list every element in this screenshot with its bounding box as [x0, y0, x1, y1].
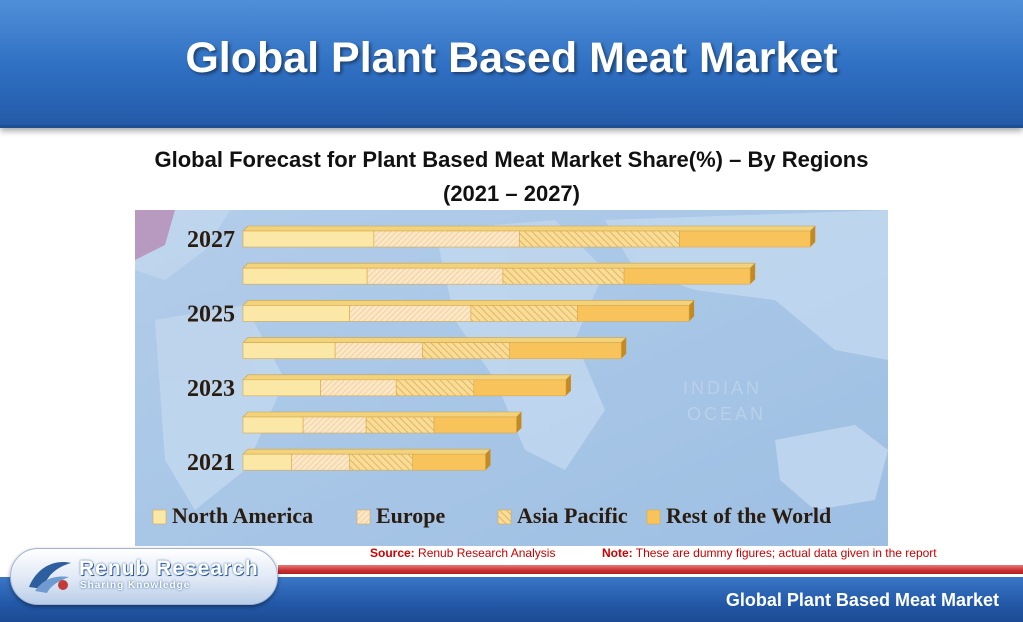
chart-title: Global Forecast for Plant Based Meat Mar…	[154, 147, 869, 172]
bar-north-america-2023	[242, 379, 321, 397]
bar-side-face	[565, 374, 571, 396]
bar-europe-2021	[291, 453, 350, 471]
legend: North America Europe Asia Pacific Rest of t…	[152, 503, 831, 528]
bar-top-face	[242, 374, 572, 381]
legend-swatch-asia-pacific	[497, 509, 512, 525]
bar-asia-pacific-2026	[502, 267, 625, 285]
bar-top-face	[242, 448, 492, 455]
legend-label-europe: Europe	[376, 503, 446, 528]
stacked-bar-chart: INDIAN OCEAN 2027 2025 2023 2021 North Amer…	[135, 210, 888, 546]
logo-name: Renub Research	[79, 557, 259, 580]
legend-swatch-north-america	[152, 509, 167, 525]
bar-top-face	[242, 411, 523, 418]
bar-top-face	[242, 300, 695, 306]
bar-rest-of-world-2024	[509, 342, 622, 359]
source-value: Renub Research Analysis	[418, 546, 556, 560]
map-label-indian: INDIAN	[683, 378, 762, 398]
legend-label-asia-pacific: Asia Pacific	[517, 503, 628, 528]
bar-top-face	[242, 262, 756, 269]
y-tick-label-2025: 2025	[187, 301, 235, 327]
bar-europe-2025	[349, 305, 472, 322]
bar-asia-pacific-2022	[365, 416, 435, 434]
bar-side-face	[689, 300, 695, 322]
bar-europe-2022	[302, 416, 367, 434]
bar-north-america-2025	[242, 305, 350, 322]
note-value: These are dummy figures; actual data giv…	[635, 546, 937, 560]
bar-rest-of-world-2025	[577, 305, 690, 322]
bars-group	[242, 225, 816, 471]
logo-tagline: Sharing Knowledge	[80, 580, 191, 591]
bar-rest-of-world-2021	[412, 453, 486, 471]
logo-swirl-icon	[29, 562, 71, 593]
red-accent-stripe	[278, 565, 1023, 574]
page-title: Global Plant Based Meat Market	[185, 34, 838, 82]
legend-swatch-rest-of-world	[646, 509, 661, 525]
bar-top-face	[242, 225, 816, 232]
map-label-ocean: OCEAN	[687, 404, 766, 424]
note-text: Note: These are dummy figures; actual da…	[602, 546, 937, 560]
footer-title: Global Plant Based Meat Market	[725, 590, 999, 610]
y-tick-label-2023: 2023	[187, 376, 235, 402]
legend-swatch-europe	[356, 509, 371, 525]
bar-north-america-2021	[242, 453, 292, 471]
bar-side-face	[621, 337, 627, 359]
y-axis-ticks: 2027 2025 2023 2021	[187, 227, 235, 476]
bar-asia-pacific-2023	[395, 379, 475, 397]
header-banner: Global Plant Based Meat Market	[0, 0, 1023, 128]
bar-side-face	[750, 263, 756, 285]
bar-rest-of-world-2026	[623, 267, 751, 285]
bar-side-face	[485, 449, 491, 471]
bar-rest-of-world-2027	[679, 230, 811, 248]
bar-europe-2023	[320, 379, 397, 397]
bar-north-america-2026	[242, 267, 368, 285]
bar-side-face	[810, 226, 816, 247]
y-tick-label-2027: 2027	[187, 227, 235, 253]
y-tick-label-2021: 2021	[187, 450, 235, 476]
bar-side-face	[516, 412, 522, 433]
bar-europe-2027	[373, 230, 520, 248]
bar-asia-pacific-2027	[519, 230, 680, 248]
source-text: Source: Renub Research Analysis	[370, 546, 555, 560]
bar-north-america-2027	[242, 230, 375, 248]
legend-label-rest-of-world: Rest of the World	[666, 503, 831, 528]
bar-asia-pacific-2024	[422, 342, 510, 359]
bar-europe-2026	[366, 267, 504, 285]
source-label: Source:	[370, 546, 415, 560]
bar-north-america-2024	[242, 342, 336, 359]
bar-north-america-2022	[242, 416, 304, 434]
chart-subtitle-years: (2021 – 2027)	[443, 181, 580, 206]
bar-asia-pacific-2021	[349, 453, 413, 471]
company-logo: Renub Research Sharing Knowledge	[10, 548, 278, 605]
legend-label-north-america: North America	[172, 503, 313, 528]
note-label: Note:	[602, 546, 633, 560]
bar-asia-pacific-2025	[470, 305, 578, 322]
bar-top-face	[242, 337, 627, 343]
bar-rest-of-world-2023	[473, 379, 567, 397]
bar-europe-2024	[334, 342, 423, 359]
bar-rest-of-world-2022	[433, 416, 517, 434]
map-region-highlight	[135, 210, 175, 260]
